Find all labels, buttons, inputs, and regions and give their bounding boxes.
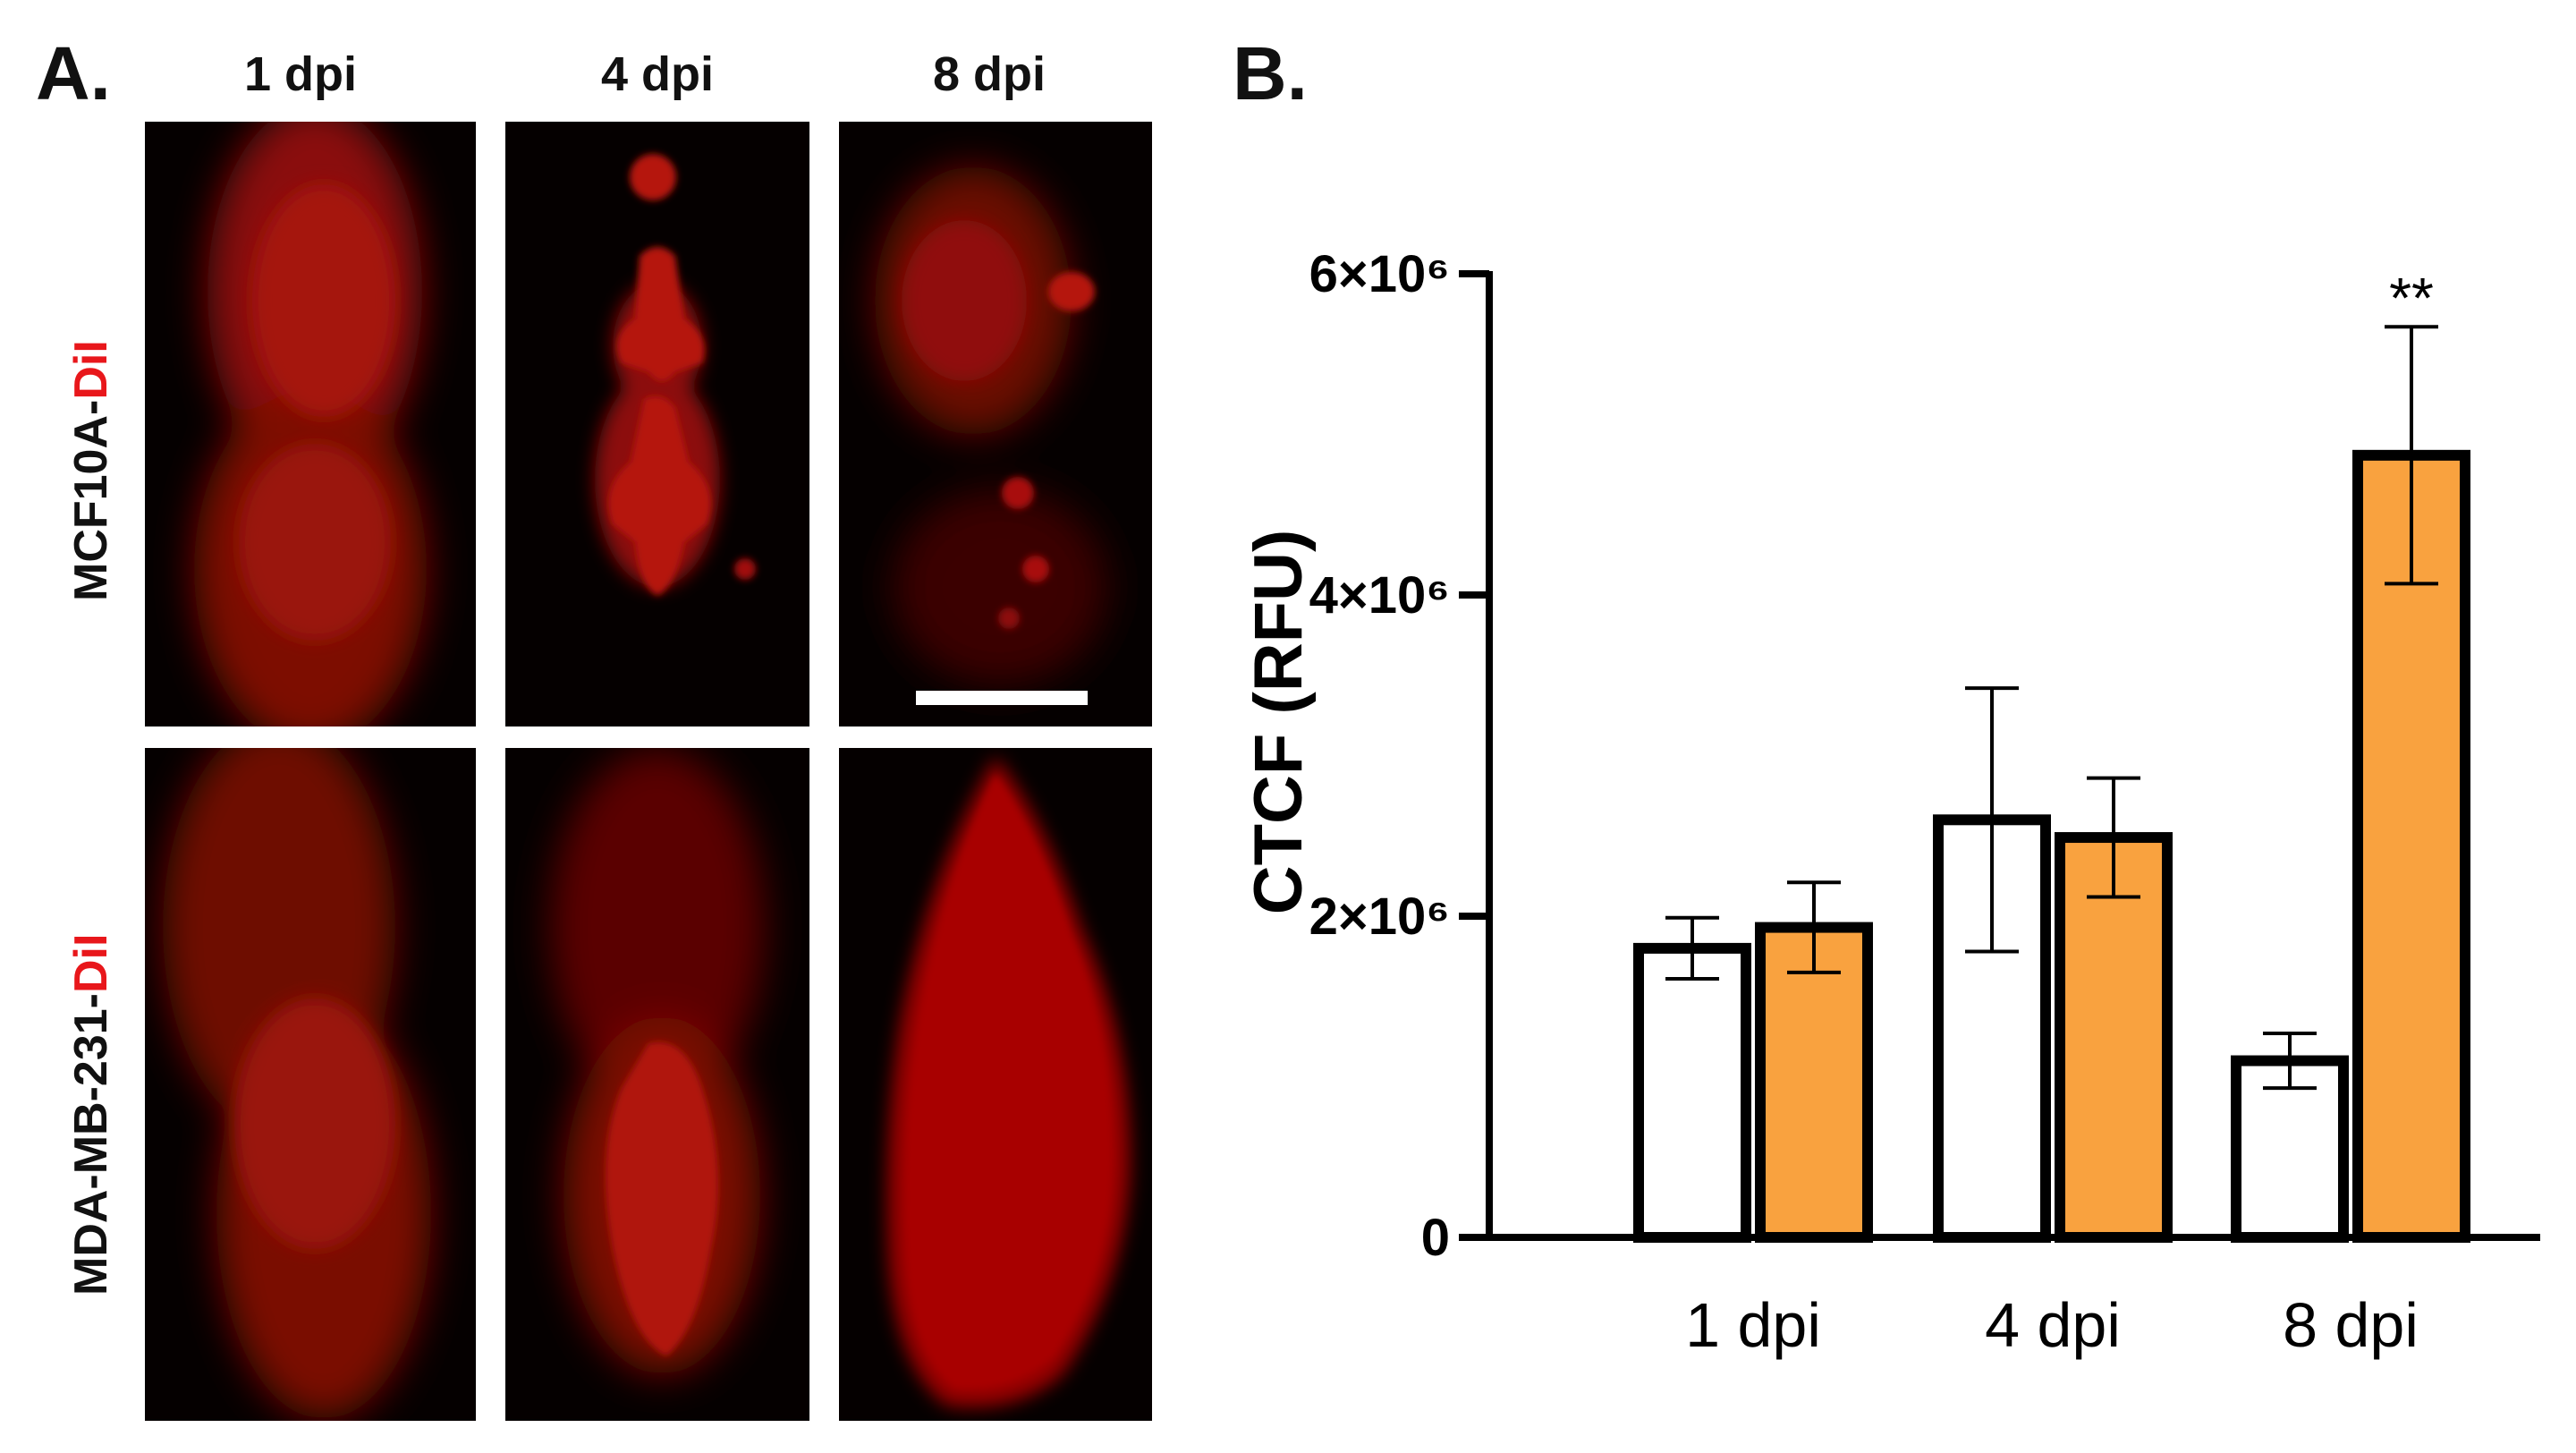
bar	[2231, 1055, 2349, 1243]
row-label-mcf10a: MCF10A-DiI	[65, 340, 117, 601]
micrograph-mcf10a-8dpi	[839, 122, 1152, 726]
micrograph-mda-mb-231-4dpi	[505, 748, 809, 1421]
row-label-dye: DiI	[65, 933, 117, 993]
y-tick-label: 0	[1421, 1209, 1450, 1267]
y-tick-label: 4×10⁶	[1309, 566, 1450, 625]
panel-b-letter: B.	[1233, 31, 1308, 115]
x-tick-label: 4 dpi	[1985, 1290, 2121, 1360]
scale-bar	[916, 691, 1088, 705]
bar	[2352, 449, 2470, 1243]
column-label-1dpi: 1 dpi	[243, 47, 357, 101]
column-label-4dpi: 4 dpi	[600, 47, 714, 101]
y-axis-title-group: CTCF (RFU)	[1241, 530, 1317, 915]
column-label-8dpi: 8 dpi	[932, 47, 1046, 101]
x-tick-label: 8 dpi	[2283, 1290, 2419, 1360]
x-tick-label: 1 dpi	[1685, 1290, 1821, 1360]
y-tick-label: 6×10⁶	[1309, 245, 1450, 303]
row-label-cell-line: MCF10A-	[65, 399, 117, 601]
micrograph-mda-mb-231-8dpi	[839, 748, 1152, 1421]
bar	[1633, 942, 1751, 1244]
significance-annotation: **	[2389, 266, 2434, 330]
micrograph-mcf10a-4dpi	[505, 122, 809, 726]
row-label-cell-line: MDA-MB-231-	[65, 993, 117, 1296]
y-tick-label: 2×10⁶	[1309, 888, 1450, 946]
micrograph-mda-mb-231-1dpi	[145, 748, 476, 1421]
ctcf-bar-chart: CTCF (RFU) 0 2×10⁶ 4×10⁶ 6×10⁶ 1 dpi 4 dpi 8 d…	[1241, 245, 2540, 1360]
y-axis-title: CTCF (RFU)	[1241, 530, 1317, 915]
row-label-mda-mb-231: MDA-MB-231-DiI	[65, 933, 117, 1296]
micrograph-mcf10a-1dpi	[145, 122, 476, 726]
row-label-dye: DiI	[65, 340, 117, 400]
panel-a-letter: A.	[36, 31, 111, 115]
